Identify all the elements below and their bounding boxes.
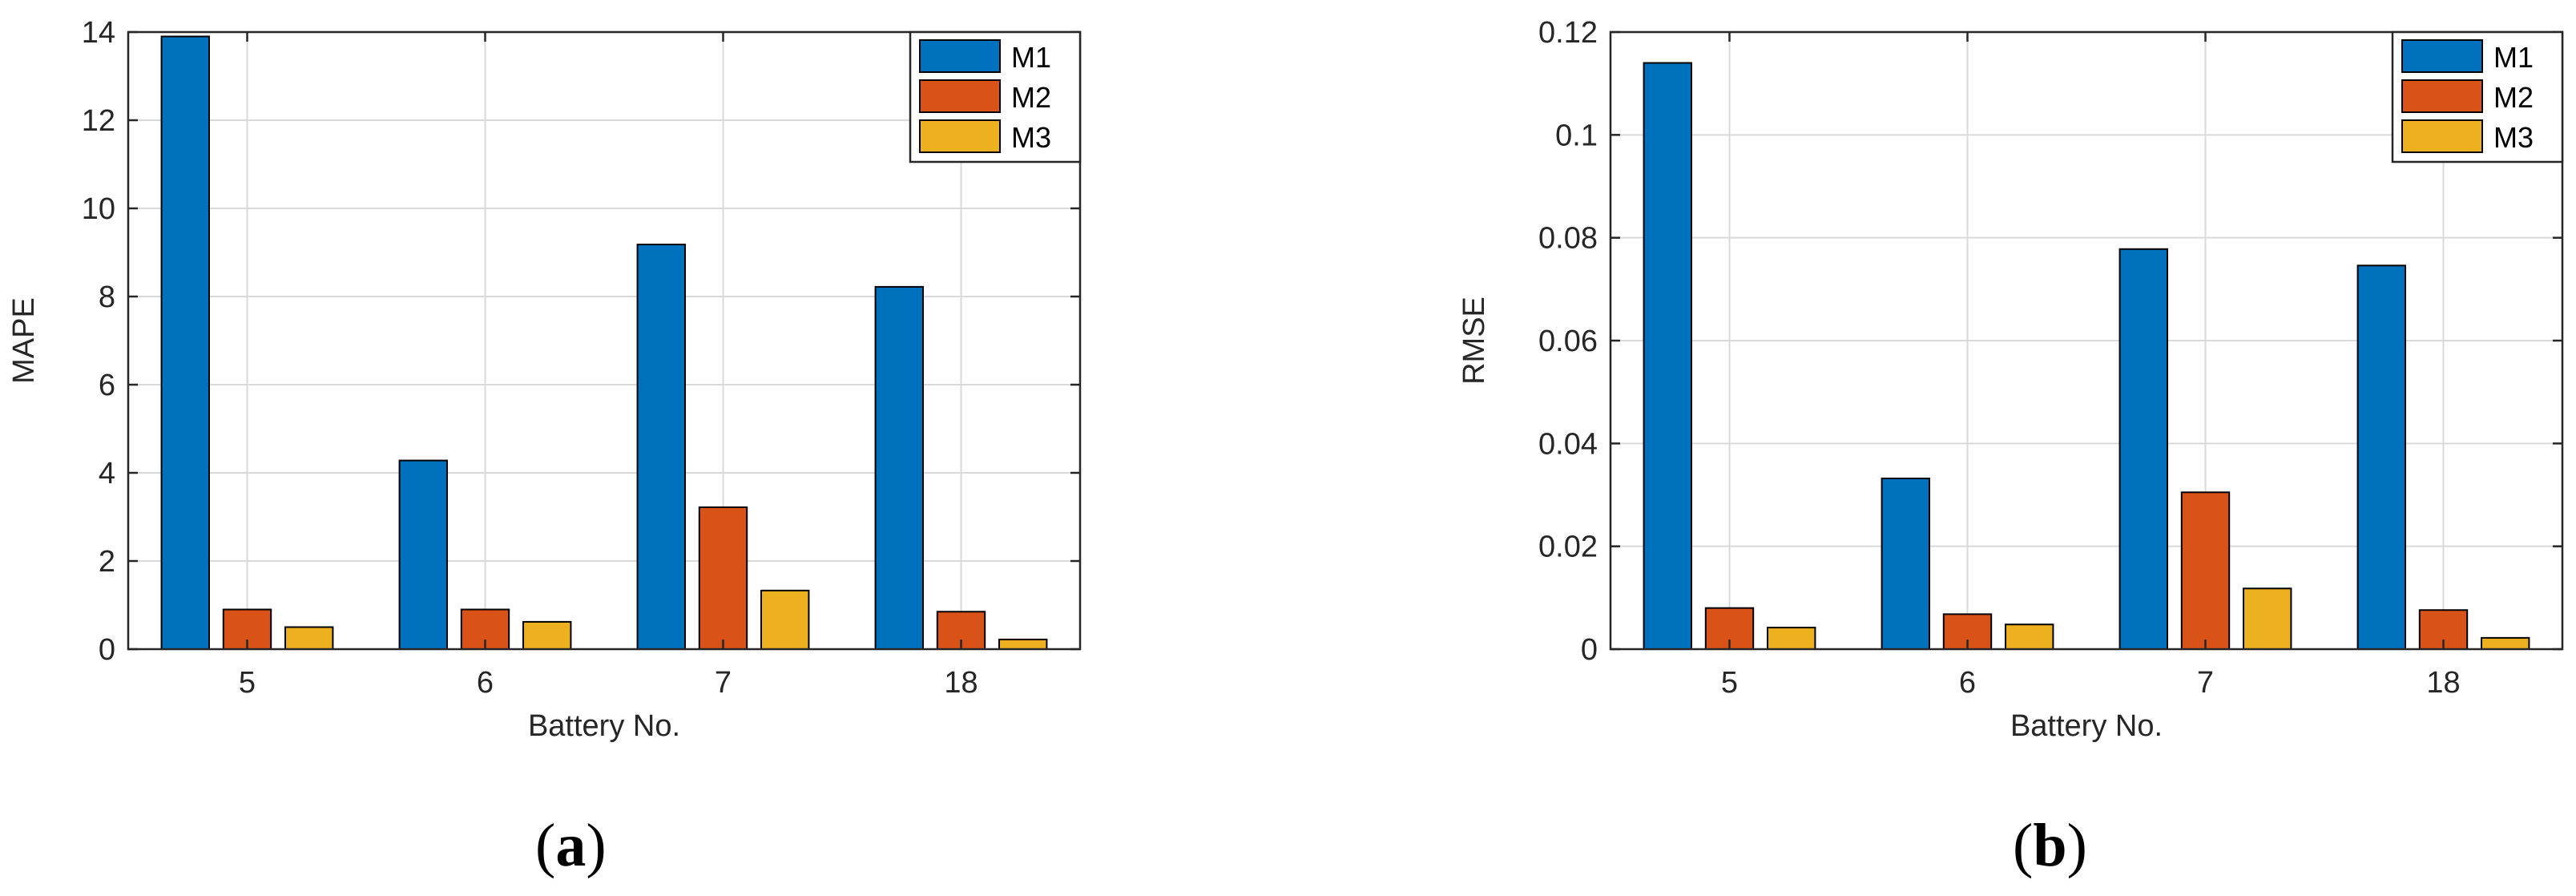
y-tick-label: 14: [82, 16, 115, 50]
x-tick-label: 6: [1959, 666, 1976, 700]
bar-M1-6: [398, 459, 448, 650]
caption-b-letter: b: [2033, 812, 2067, 879]
x-tick-label: 5: [239, 666, 256, 700]
bar-M3-6: [2005, 624, 2054, 651]
y-tick-label: 2: [99, 545, 115, 579]
x-axis-label: Battery No.: [528, 709, 680, 743]
bar-M2-7: [2180, 491, 2231, 651]
x-tick-label: 6: [477, 666, 494, 700]
bar-M1-6: [1881, 477, 1930, 651]
y-tick-label: 0.1: [1555, 119, 1598, 152]
legend-label-M1: M1: [2493, 41, 2534, 74]
legend-swatch-M2: [2401, 79, 2483, 113]
bar-M1-18: [874, 285, 924, 650]
y-tick-label: 4: [99, 457, 115, 490]
legend-swatch-M3: [2401, 119, 2483, 153]
x-tick-label: 18: [2426, 666, 2460, 700]
bar-M3-5: [1767, 627, 1816, 650]
y-tick-label: 8: [99, 281, 115, 314]
bar-M1-5: [1643, 62, 1692, 650]
y-tick-label: 0: [99, 633, 115, 667]
x-tick-label: 18: [944, 666, 978, 700]
y-tick-label: 6: [99, 369, 115, 402]
y-axis-label: MAPE: [7, 297, 41, 384]
bar-M3-7: [760, 589, 810, 650]
y-tick-label: 0.04: [1538, 427, 1598, 461]
y-tick-label: 0.02: [1538, 531, 1598, 564]
bar-M1-5: [160, 35, 210, 650]
y-tick-label: 0: [1581, 633, 1598, 667]
caption-a-close: ): [586, 812, 607, 879]
legend-label-M3: M3: [2493, 121, 2534, 154]
legend-label-M1: M1: [1011, 41, 1051, 74]
bar-M1-7: [2118, 248, 2168, 650]
caption-a-open: (: [535, 812, 556, 879]
caption-b-open: (: [2013, 812, 2034, 879]
caption-b: (b): [2013, 811, 2087, 881]
bar-M1-7: [636, 244, 686, 650]
caption-a: (a): [535, 811, 607, 881]
legend-swatch-M3: [919, 119, 1001, 153]
legend-label-M3: M3: [1011, 121, 1051, 154]
legend-swatch-M1: [2401, 39, 2483, 73]
axes-box-a: [127, 30, 1082, 651]
x-axis-label: Battery No.: [2010, 709, 2163, 743]
y-tick-label: 12: [82, 104, 115, 138]
y-tick-label: 0.06: [1538, 325, 1598, 358]
x-tick-label: 7: [2197, 666, 2214, 700]
legend-label-M2: M2: [2493, 81, 2534, 114]
y-tick-label: 0.08: [1538, 222, 1598, 256]
y-tick-label: 10: [82, 192, 115, 226]
caption-a-letter: a: [555, 812, 587, 879]
caption-b-close: ): [2066, 812, 2087, 879]
x-tick-label: 5: [1721, 666, 1738, 700]
y-axis-label: RMSE: [1457, 297, 1491, 385]
bar-M3-7: [2243, 587, 2292, 650]
bar-M1-18: [2356, 264, 2406, 650]
y-tick-label: 0.12: [1538, 16, 1598, 50]
legend-swatch-M1: [919, 39, 1001, 73]
legend-label-M2: M2: [1011, 81, 1051, 114]
bar-M3-18: [2481, 636, 2530, 651]
x-tick-label: 7: [715, 666, 732, 700]
legend-swatch-M2: [919, 79, 1001, 113]
